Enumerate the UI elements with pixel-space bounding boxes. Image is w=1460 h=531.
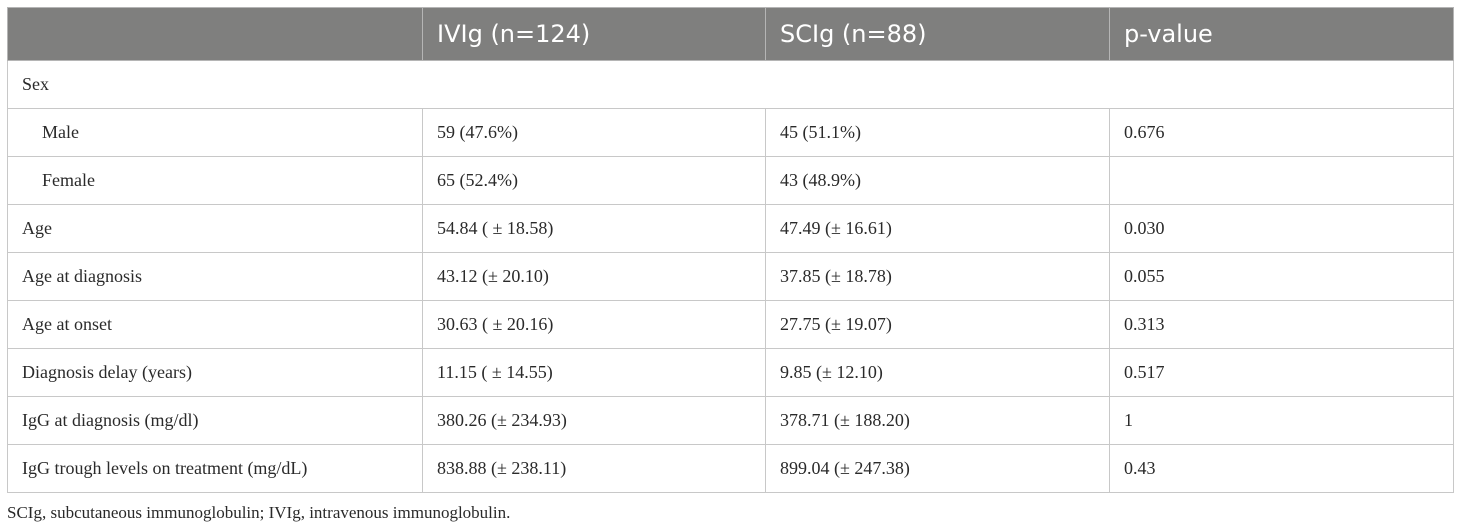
p-value-cell: 0.676	[1109, 108, 1454, 157]
scig-value-cell: 27.75 (± 19.07)	[765, 300, 1110, 349]
ivig-value-cell: 380.26 (± 234.93)	[422, 396, 766, 445]
p-value-cell: 0.517	[1109, 348, 1454, 397]
ivig-value-cell: 59 (47.6%)	[422, 108, 766, 157]
scig-value-cell: 43 (48.9%)	[765, 156, 1110, 205]
header-cell-ivig: IVIg (n=124)	[422, 7, 766, 61]
ivig-value-cell: 43.12 (± 20.10)	[422, 252, 766, 301]
scig-value-cell: 9.85 (± 12.10)	[765, 348, 1110, 397]
p-value-cell: 0.313	[1109, 300, 1454, 349]
header-cell-p-value: p-value	[1109, 7, 1454, 61]
row-label-cell: IgG trough levels on treatment (mg/dL)	[7, 444, 423, 493]
row-label-cell: Sex	[7, 60, 1454, 109]
comparison-table: IVIg (n=124) SCIg (n=88) p-value Sex Male…	[7, 7, 1454, 493]
table-header: IVIg (n=124) SCIg (n=88) p-value	[7, 7, 1454, 61]
header-row: IVIg (n=124) SCIg (n=88) p-value	[7, 7, 1454, 61]
table-row: Female 65 (52.4%) 43 (48.9%)	[7, 156, 1454, 205]
row-label-cell: Age at diagnosis	[7, 252, 423, 301]
ivig-value-cell: 838.88 (± 238.11)	[422, 444, 766, 493]
row-label-cell: Diagnosis delay (years)	[7, 348, 423, 397]
table-footnote: SCIg, subcutaneous immunoglobulin; IVIg,…	[7, 503, 511, 522]
ivig-value-cell: 30.63 ( ± 20.16)	[422, 300, 766, 349]
ivig-value-cell: 65 (52.4%)	[422, 156, 766, 205]
table-row: Diagnosis delay (years) 11.15 ( ± 14.55) 9…	[7, 348, 1454, 397]
scig-value-cell: 899.04 (± 247.38)	[765, 444, 1110, 493]
comparison-table-container: IVIg (n=124) SCIg (n=88) p-value Sex Male…	[7, 7, 1454, 493]
table-row: IgG trough levels on treatment (mg/dL) 83…	[7, 444, 1454, 493]
scig-value-cell: 45 (51.1%)	[765, 108, 1110, 157]
p-value-cell	[1109, 156, 1454, 205]
header-cell-scig: SCIg (n=88)	[765, 7, 1110, 61]
row-label-cell: Age	[7, 204, 423, 253]
scig-value-cell: 47.49 (± 16.61)	[765, 204, 1110, 253]
header-cell-label	[7, 7, 423, 61]
table-row: IgG at diagnosis (mg/dl) 380.26 (± 234.93…	[7, 396, 1454, 445]
ivig-value-cell: 54.84 ( ± 18.58)	[422, 204, 766, 253]
table-row: Age at onset 30.63 ( ± 20.16) 27.75 (± 19.…	[7, 300, 1454, 349]
row-label-cell: Female	[7, 156, 423, 205]
row-label-cell: Male	[7, 108, 423, 157]
table-row: Age at diagnosis 43.12 (± 20.10) 37.85 (± …	[7, 252, 1454, 301]
row-label-cell: IgG at diagnosis (mg/dl)	[7, 396, 423, 445]
table-row: Age 54.84 ( ± 18.58) 47.49 (± 16.61) 0.030	[7, 204, 1454, 253]
table-row: Male 59 (47.6%) 45 (51.1%) 0.676	[7, 108, 1454, 157]
p-value-cell: 0.055	[1109, 252, 1454, 301]
scig-value-cell: 378.71 (± 188.20)	[765, 396, 1110, 445]
table-body: Sex Male 59 (47.6%) 45 (51.1%) 0.676 Female 65…	[7, 60, 1454, 493]
ivig-value-cell: 11.15 ( ± 14.55)	[422, 348, 766, 397]
p-value-cell: 0.030	[1109, 204, 1454, 253]
table-row: Sex	[7, 60, 1454, 109]
scig-value-cell: 37.85 (± 18.78)	[765, 252, 1110, 301]
p-value-cell: 0.43	[1109, 444, 1454, 493]
p-value-cell: 1	[1109, 396, 1454, 445]
row-label-cell: Age at onset	[7, 300, 423, 349]
